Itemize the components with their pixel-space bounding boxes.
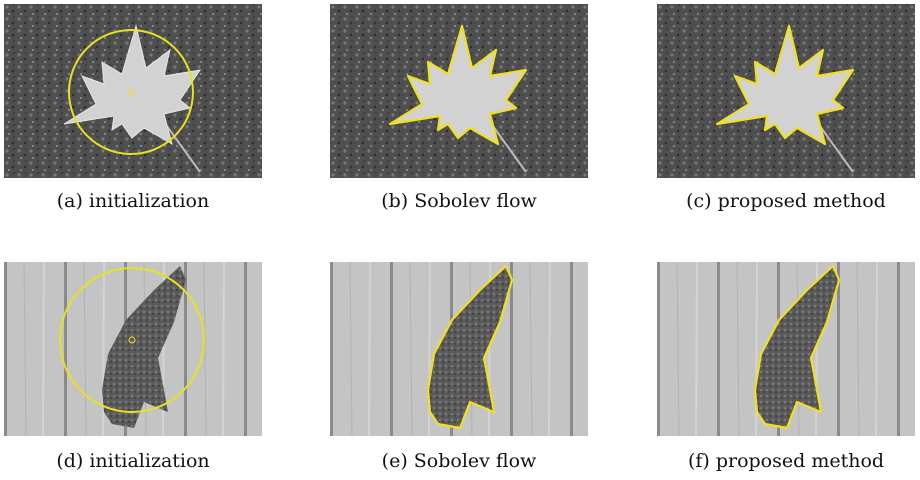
caption: (f) proposed method	[688, 450, 884, 472]
caption: (a) initialization	[57, 190, 210, 212]
caption: (b) Sobolev flow	[381, 190, 537, 212]
panel	[330, 262, 588, 436]
panel	[657, 262, 915, 436]
panel	[330, 4, 588, 178]
caption: (c) proposed method	[686, 190, 886, 212]
panel	[4, 4, 262, 178]
panel	[4, 262, 262, 436]
figure: (a) initialization (b) Sobolev flow (c) pr…	[0, 0, 920, 476]
caption: (e) Sobolev flow	[382, 450, 537, 472]
caption: (d) initialization	[56, 450, 209, 472]
panel	[657, 4, 915, 178]
